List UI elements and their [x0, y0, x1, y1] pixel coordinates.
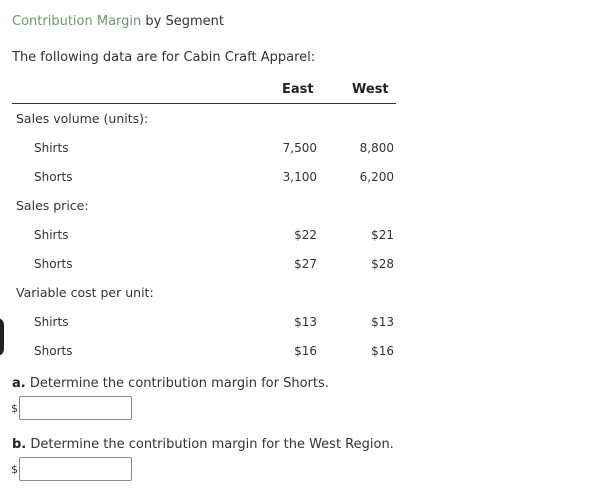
row-label: Shirts — [34, 228, 69, 242]
east-value: $27 — [294, 257, 317, 271]
question-b: b. Determine the contribution margin for… — [12, 437, 394, 452]
table-row: Shirts $13 $13 — [0, 315, 420, 333]
west-value: $21 — [371, 228, 394, 242]
table-row: Shorts 3,100 6,200 — [0, 170, 420, 188]
east-value: $22 — [294, 228, 317, 242]
row-label: Shirts — [34, 315, 69, 329]
section-row-variable-cost: Variable cost per unit: — [0, 285, 420, 303]
currency-symbol: $ — [11, 401, 18, 415]
west-value: 6,200 — [359, 170, 394, 184]
side-panel-handle[interactable] — [0, 318, 4, 356]
west-value: $28 — [371, 257, 394, 271]
question-letter: a. — [12, 376, 26, 391]
row-label: Shorts — [34, 344, 73, 358]
table-row: Shirts 7,500 8,800 — [0, 141, 420, 159]
page-title: Contribution Margin by Segment — [12, 14, 224, 29]
section-row-sales-price: Sales price: — [0, 198, 420, 216]
section-label: Variable cost per unit: — [16, 285, 154, 300]
topic-link[interactable]: Contribution Margin — [12, 14, 142, 29]
column-header-east: East — [282, 82, 314, 97]
header-divider — [12, 103, 396, 104]
answer-row-a: $ — [11, 396, 132, 420]
west-value: $16 — [371, 344, 394, 358]
east-value: 7,500 — [282, 141, 317, 155]
west-value: $13 — [371, 315, 394, 329]
answer-input-west-region[interactable] — [19, 457, 132, 481]
answer-input-shorts[interactable] — [19, 396, 132, 420]
column-header-west: West — [352, 82, 389, 97]
question-text: Determine the contribution margin for Sh… — [25, 376, 329, 391]
row-label: Shorts — [34, 257, 73, 271]
section-label: Sales price: — [16, 198, 89, 213]
east-value: $16 — [294, 344, 317, 358]
intro-text: The following data are for Cabin Craft A… — [12, 50, 316, 65]
west-value: 8,800 — [359, 141, 394, 155]
question-a: a. Determine the contribution margin for… — [12, 376, 329, 391]
section-row-sales-volume: Sales volume (units): — [0, 111, 420, 129]
currency-symbol: $ — [11, 462, 18, 476]
row-label: Shorts — [34, 170, 73, 184]
question-text: Determine the contribution margin for th… — [26, 437, 394, 452]
title-suffix: by Segment — [141, 14, 224, 29]
table-row: Shorts $27 $28 — [0, 257, 420, 275]
table-row: Shorts $16 $16 — [0, 344, 420, 362]
east-value: $13 — [294, 315, 317, 329]
east-value: 3,100 — [282, 170, 317, 184]
table-row: Shirts $22 $21 — [0, 228, 420, 246]
section-label: Sales volume (units): — [16, 111, 149, 126]
row-label: Shirts — [34, 141, 69, 155]
answer-row-b: $ — [11, 457, 132, 481]
question-letter: b. — [12, 437, 27, 452]
